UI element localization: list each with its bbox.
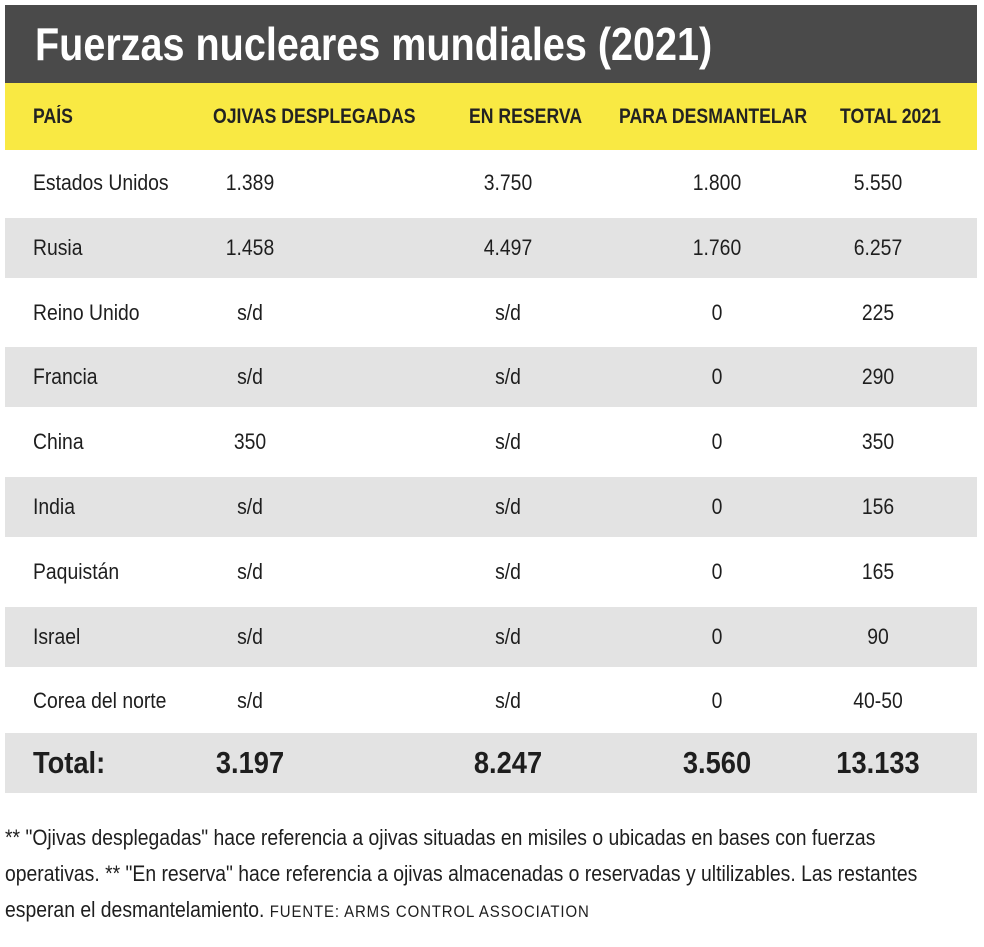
value-cell: 1.760 (692, 234, 742, 260)
value-cell: 0 (711, 688, 723, 714)
header-row: PAÍS OJIVAS DESPLEGADAS EN RESERVA PARA … (5, 83, 977, 150)
value-cell: 5.550 (853, 170, 903, 195)
country-cell: China (33, 429, 84, 455)
table-row: India s/d s/d 0 156 (5, 477, 977, 537)
table-row: Estados Unidos 1.389 3.750 1.800 5.550 (5, 153, 977, 213)
footnote: ** "Ojivas desplegadas" hace referencia … (5, 820, 964, 930)
value-cell: s/d (495, 623, 521, 649)
value-cell: 3.750 (483, 170, 533, 195)
column-header-desmantelar: PARA DESMANTELAR (619, 105, 808, 128)
total-row: Total: 3.197 8.247 3.560 13.133 (5, 733, 977, 793)
value-cell: 290 (861, 364, 895, 390)
column-header-ojivas: OJIVAS DESPLEGADAS (213, 105, 416, 128)
value-cell: 40-50 (853, 688, 903, 714)
table-title: Fuerzas nucleares mundiales (2021) (35, 18, 713, 70)
value-cell: s/d (495, 558, 521, 584)
value-cell: 0 (711, 299, 723, 325)
value-cell: 1.800 (692, 170, 742, 195)
value-cell: 0 (711, 494, 723, 519)
value-cell: s/d (495, 364, 521, 390)
value-cell: 1.458 (225, 234, 275, 260)
title-bar: Fuerzas nucleares mundiales (2021) (5, 5, 977, 83)
country-cell: India (33, 494, 75, 519)
value-cell: s/d (237, 299, 263, 325)
country-cell: Rusia (33, 234, 83, 260)
country-cell: Corea del norte (33, 688, 167, 714)
table-row: Corea del norte s/d s/d 0 40-50 (5, 671, 977, 731)
value-cell: 3.197 (215, 745, 285, 780)
table-row: China 350 s/d 0 350 (5, 412, 977, 472)
country-cell: Reino Unido (33, 299, 140, 325)
source-credit: FUENTE: ARMS CONTROL ASSOCIATION (269, 902, 590, 921)
table-row: Francia s/d s/d 0 290 (5, 347, 977, 408)
value-cell: 1.389 (225, 170, 275, 195)
table-row: Paquistán s/d s/d 0 165 (5, 542, 977, 602)
country-cell: Total: (33, 745, 106, 780)
value-cell: 8.247 (473, 745, 543, 780)
value-cell: 4.497 (483, 234, 533, 260)
country-cell: Estados Unidos (33, 170, 169, 195)
value-cell: 350 (861, 429, 895, 455)
country-cell: Francia (33, 364, 98, 390)
value-cell: 0 (711, 558, 723, 584)
value-cell: 165 (861, 558, 895, 584)
value-cell: 225 (861, 299, 895, 325)
value-cell: s/d (237, 688, 263, 714)
value-cell: s/d (237, 623, 263, 649)
value-cell: s/d (495, 494, 521, 519)
value-cell: 156 (861, 494, 895, 519)
value-cell: 90 (867, 623, 889, 649)
value-cell: s/d (237, 364, 263, 390)
value-cell: 13.133 (836, 745, 920, 780)
value-cell: 3.560 (682, 745, 752, 780)
value-cell: s/d (495, 299, 521, 325)
column-header-total: TOTAL 2021 (840, 105, 941, 128)
value-cell: 6.257 (853, 234, 903, 260)
table-row: Reino Unido s/d s/d 0 225 (5, 283, 977, 343)
table-row: Rusia 1.458 4.497 1.760 6.257 (5, 217, 977, 278)
value-cell: s/d (237, 558, 263, 584)
value-cell: s/d (495, 688, 521, 714)
value-cell: 0 (711, 364, 723, 390)
value-cell: s/d (495, 429, 521, 455)
column-header-pais: PAÍS (33, 105, 73, 128)
value-cell: 350 (233, 429, 267, 455)
table-row: Israel s/d s/d 0 90 (5, 606, 977, 667)
value-cell: 0 (711, 429, 723, 455)
value-cell: s/d (237, 494, 263, 519)
country-cell: Israel (33, 623, 81, 649)
column-header-reserva: EN RESERVA (469, 105, 583, 128)
value-cell: 0 (711, 623, 723, 649)
country-cell: Paquistán (33, 558, 120, 584)
footnote-text: ** "Ojivas desplegadas" hace referencia … (5, 825, 918, 922)
